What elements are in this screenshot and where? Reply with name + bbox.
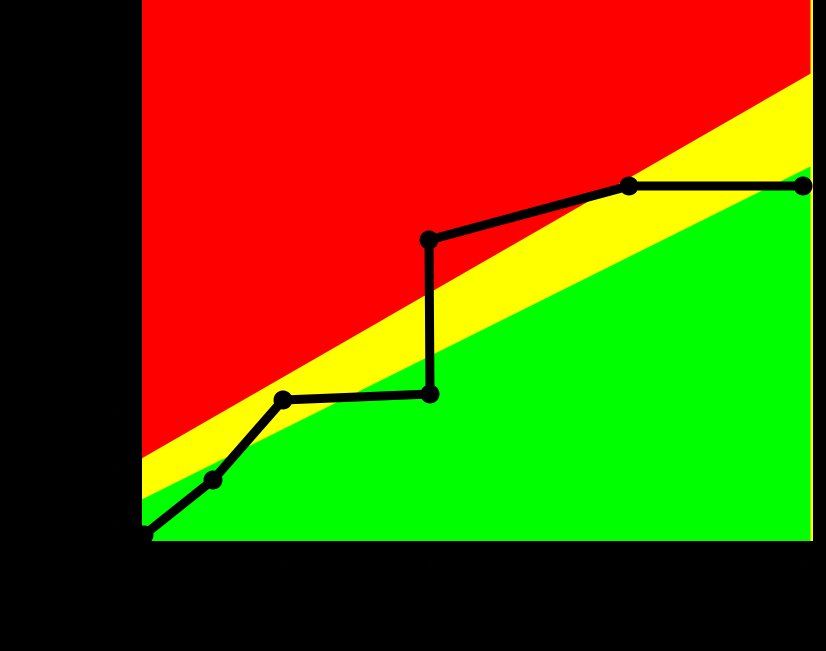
svg-text:0.3: 0.3 xyxy=(115,179,130,191)
svg-text:0.5: 0.5 xyxy=(115,292,130,304)
svg-text:0.8: 0.8 xyxy=(115,463,130,475)
svg-text:5: 5 xyxy=(800,560,806,571)
svg-text:0.7: 0.7 xyxy=(115,406,130,418)
svg-text:0.1: 0.1 xyxy=(115,65,130,77)
svg-text:0.9: 0.9 xyxy=(115,519,130,531)
svg-text:0.2: 0.2 xyxy=(115,124,130,136)
svg-text:0.4: 0.4 xyxy=(115,236,130,248)
svg-text:3: 3 xyxy=(427,560,433,571)
svg-text:4: 4 xyxy=(626,560,632,571)
svg-text:0.0: 0.0 xyxy=(115,12,130,24)
svg-text:1: 1 xyxy=(210,560,216,571)
svg-text:0: 0 xyxy=(141,560,147,571)
svg-text:0.6: 0.6 xyxy=(115,349,130,361)
svg-text:2: 2 xyxy=(280,560,286,571)
